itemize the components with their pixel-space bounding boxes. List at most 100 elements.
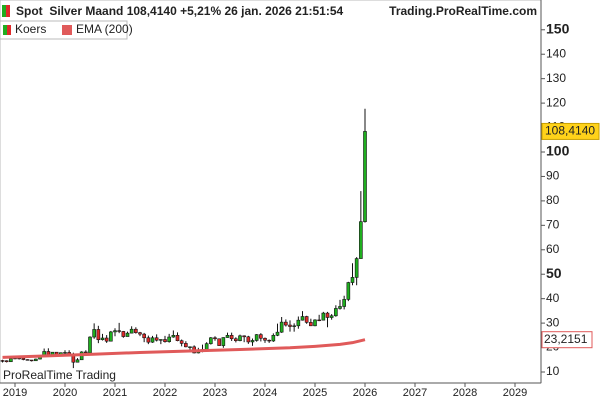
candle-body <box>225 335 230 338</box>
candle-body <box>321 312 326 321</box>
source: Trading.ProRealTime.com <box>389 4 537 18</box>
x-tick-label: 2020 <box>53 387 77 399</box>
candle-body <box>217 338 221 346</box>
candle-body <box>250 340 255 343</box>
candle-body <box>325 312 330 318</box>
watermark: ProRealTime Trading <box>3 368 116 382</box>
y-tick-label: 140 <box>546 46 566 60</box>
candle-body <box>354 258 359 278</box>
price-label-box <box>541 122 600 140</box>
candle-body <box>29 359 34 362</box>
candle-body <box>254 334 259 341</box>
candle-body <box>92 329 96 338</box>
chart-title: Spot Silver Maand 108,4140 +5,21% 26 jan… <box>16 4 344 18</box>
candle-body <box>117 330 121 332</box>
candle-body <box>4 360 9 363</box>
x-tick-label: 2023 <box>203 387 227 399</box>
y-tick-label: 150 <box>546 20 570 36</box>
candle-body <box>100 337 105 341</box>
candle-body <box>238 335 242 342</box>
legend-icon <box>7 25 11 35</box>
candle-body <box>279 321 284 333</box>
candle-body <box>84 351 88 354</box>
candle-body <box>300 316 305 321</box>
y-tick-label: 50 <box>546 265 562 281</box>
candle-body <box>21 358 26 360</box>
candle-body <box>125 332 130 337</box>
candle-body <box>350 277 355 283</box>
y-tick-label: 60 <box>546 242 560 256</box>
candle-body <box>338 306 342 309</box>
candle-body <box>204 343 209 350</box>
candle-body <box>313 319 317 327</box>
x-tick-label: 2027 <box>403 387 427 399</box>
candle-body <box>146 337 151 343</box>
candle-body <box>267 339 271 342</box>
candle-body <box>63 352 67 354</box>
x-tick-label: 2025 <box>303 387 327 399</box>
x-tick-label: 2026 <box>353 387 377 399</box>
x-tick-label: 2022 <box>153 387 177 399</box>
x-tick-label: 2019 <box>3 387 27 399</box>
candle-body <box>229 335 234 340</box>
candle-body <box>209 337 213 344</box>
candle-body <box>246 336 251 343</box>
candle-body <box>150 337 155 343</box>
candle-body <box>304 316 309 323</box>
candle-body <box>275 331 280 336</box>
x-tick-label: 2021 <box>103 387 127 399</box>
candle-body <box>363 131 367 222</box>
candle-body <box>334 308 338 317</box>
x-tick-label: 2028 <box>453 387 477 399</box>
candle-body <box>259 334 263 339</box>
legend-icon <box>3 25 7 35</box>
candle-body <box>309 322 313 327</box>
legend-label: Koers <box>15 22 46 36</box>
candle-body <box>71 355 76 363</box>
legend-icon <box>62 25 72 35</box>
candle-body <box>184 343 188 348</box>
candle-body <box>296 319 301 327</box>
candle-body <box>271 335 276 342</box>
candle-body <box>138 332 142 335</box>
y-tick-label: 90 <box>546 169 560 183</box>
candle-body <box>292 325 296 327</box>
x-tick-label: 2029 <box>503 387 527 399</box>
candle-body <box>179 340 184 344</box>
candle-body <box>171 335 176 338</box>
y-tick-label: 120 <box>546 95 566 109</box>
ema-label-box <box>541 331 593 349</box>
candle-body <box>34 358 38 362</box>
candle-body <box>175 335 180 342</box>
candle-body <box>342 299 346 307</box>
candle-body <box>109 331 113 342</box>
y-tick-label: 30 <box>546 315 560 329</box>
y-tick-label: 10 <box>546 364 560 378</box>
candle-body <box>329 315 334 318</box>
candle-body <box>359 221 363 259</box>
y-tick-label: 70 <box>546 218 560 232</box>
candle-body <box>121 331 126 337</box>
candle-body <box>242 335 246 338</box>
y-tick-label: 40 <box>546 291 560 305</box>
ema-label: 23,2151 <box>544 332 588 346</box>
y-tick-label: 130 <box>546 71 566 85</box>
x-tick-label: 2024 <box>253 387 277 399</box>
candle-body <box>25 359 30 361</box>
candle-body <box>9 358 13 363</box>
candle-body <box>163 339 167 342</box>
candle-body <box>213 337 217 340</box>
candle-body <box>88 336 92 354</box>
candle-body <box>129 328 134 334</box>
y-tick-label: 80 <box>546 193 560 207</box>
candle-body <box>154 337 159 341</box>
candle-body <box>75 359 80 363</box>
candle-body <box>288 324 292 327</box>
candle-body <box>188 346 192 348</box>
price-label: 108,4140 <box>545 124 595 138</box>
candle-body <box>0 360 5 362</box>
header-icon <box>2 5 6 17</box>
candle-body <box>346 282 351 300</box>
candle-body <box>317 319 321 322</box>
